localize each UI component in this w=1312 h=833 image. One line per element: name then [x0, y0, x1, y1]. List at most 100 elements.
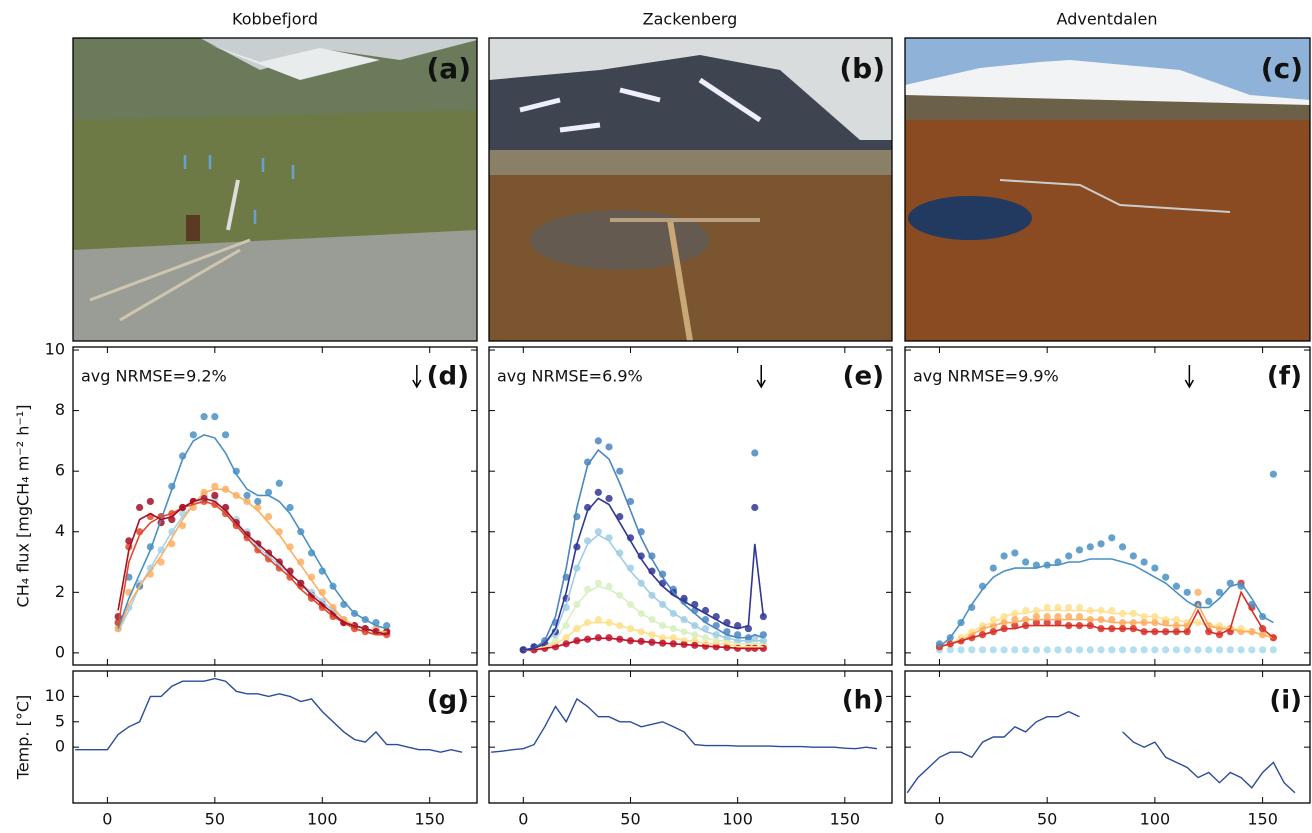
panel-frame	[905, 671, 1310, 803]
data-point	[1248, 646, 1255, 653]
data-point	[211, 492, 218, 499]
data-point	[1194, 589, 1201, 596]
y-tick-label: 10	[45, 686, 65, 705]
data-point	[1076, 546, 1083, 553]
data-point	[1130, 646, 1137, 653]
arrow	[1185, 365, 1193, 387]
figure: Kobbefjord Zackenberg Adventdalen (a) (b…	[0, 0, 1312, 833]
temperature-line	[491, 699, 877, 752]
x-tick-label: 150	[414, 810, 445, 829]
data-point	[222, 431, 229, 438]
data-point	[1162, 574, 1169, 581]
data-point	[605, 495, 612, 502]
panel-frame	[905, 347, 1310, 665]
y-tick-label: 0	[55, 737, 65, 756]
y-tick-label: 0	[55, 642, 65, 661]
model-line	[118, 498, 387, 634]
data-point	[1065, 646, 1072, 653]
data-point	[1033, 646, 1040, 653]
data-point	[1270, 646, 1277, 653]
x-tick-label: 50	[1037, 810, 1057, 829]
model-line	[940, 559, 1274, 647]
y-tick-label: 8	[55, 400, 65, 419]
data-point	[1108, 646, 1115, 653]
site-title: Kobbefjord	[232, 10, 318, 29]
annotation: avg NRMSE=9.2%	[81, 367, 227, 386]
temperature-line	[75, 679, 462, 753]
data-point	[1065, 552, 1072, 559]
data-point	[1173, 583, 1180, 590]
model-line	[940, 592, 1274, 647]
data-point	[1205, 646, 1212, 653]
data-point	[1022, 558, 1029, 565]
data-point	[147, 498, 154, 505]
data-point	[276, 480, 283, 487]
x-tick-label: 0	[518, 810, 528, 829]
data-point	[979, 646, 986, 653]
model-line	[118, 489, 387, 631]
data-point	[211, 413, 218, 420]
data-point	[1141, 558, 1148, 565]
data-point	[1259, 646, 1266, 653]
annotation: avg NRMSE=9.9%	[913, 367, 1059, 386]
x-tick-label: 0	[102, 810, 112, 829]
x-tick-label: 50	[620, 810, 640, 829]
data-point	[1216, 646, 1223, 653]
data-point	[136, 504, 143, 511]
site-title: Adventdalen	[1057, 10, 1158, 29]
arrow	[757, 365, 765, 387]
y-tick-label: 4	[55, 521, 65, 540]
temperature-line	[907, 712, 1295, 793]
data-point	[1044, 646, 1051, 653]
data-point	[990, 646, 997, 653]
data-point	[243, 492, 250, 499]
panel-label: (f)	[1267, 362, 1302, 392]
x-tick-label: 0	[934, 810, 944, 829]
annotation: avg NRMSE=6.9%	[497, 367, 643, 386]
data-point	[1194, 646, 1201, 653]
data-point	[1184, 646, 1191, 653]
panel-frame	[73, 671, 477, 803]
data-point	[1205, 598, 1212, 605]
data-point	[595, 489, 602, 496]
data-point	[751, 504, 758, 511]
x-tick-label: 100	[722, 810, 753, 829]
data-point	[200, 413, 207, 420]
x-tick-label: 150	[1247, 810, 1278, 829]
photo-label: (c)	[1261, 52, 1303, 85]
panel-frame	[489, 671, 892, 803]
data-point	[1119, 646, 1126, 653]
data-point	[1184, 589, 1191, 596]
panel-frame	[73, 347, 477, 665]
data-point	[1151, 564, 1158, 571]
panel-label: (i)	[1269, 686, 1302, 716]
data-point	[1270, 471, 1277, 478]
data-point	[1162, 646, 1169, 653]
data-point	[1087, 543, 1094, 550]
data-point	[1097, 540, 1104, 547]
model-line	[118, 435, 387, 629]
x-tick-label: 50	[205, 810, 225, 829]
panel-frame	[489, 347, 892, 665]
x-tick-label: 100	[307, 810, 338, 829]
y-tick-label: 5	[55, 711, 65, 730]
data-point	[1173, 646, 1180, 653]
data-point	[957, 646, 964, 653]
data-point	[1237, 646, 1244, 653]
data-point	[605, 443, 612, 450]
data-point	[190, 431, 197, 438]
data-point	[1076, 646, 1083, 653]
x-tick-label: 150	[830, 810, 861, 829]
data-point	[990, 564, 997, 571]
panel-label: (d)	[427, 362, 469, 392]
panel-label: (e)	[843, 362, 884, 392]
data-point	[968, 646, 975, 653]
data-point	[751, 449, 758, 456]
data-point	[254, 498, 261, 505]
data-point	[1130, 552, 1137, 559]
panel-label: (h)	[842, 686, 884, 716]
photo-label: (b)	[839, 52, 885, 85]
panel-label: (g)	[427, 686, 469, 716]
photo-label: (a)	[427, 52, 472, 85]
data-point	[1000, 552, 1007, 559]
